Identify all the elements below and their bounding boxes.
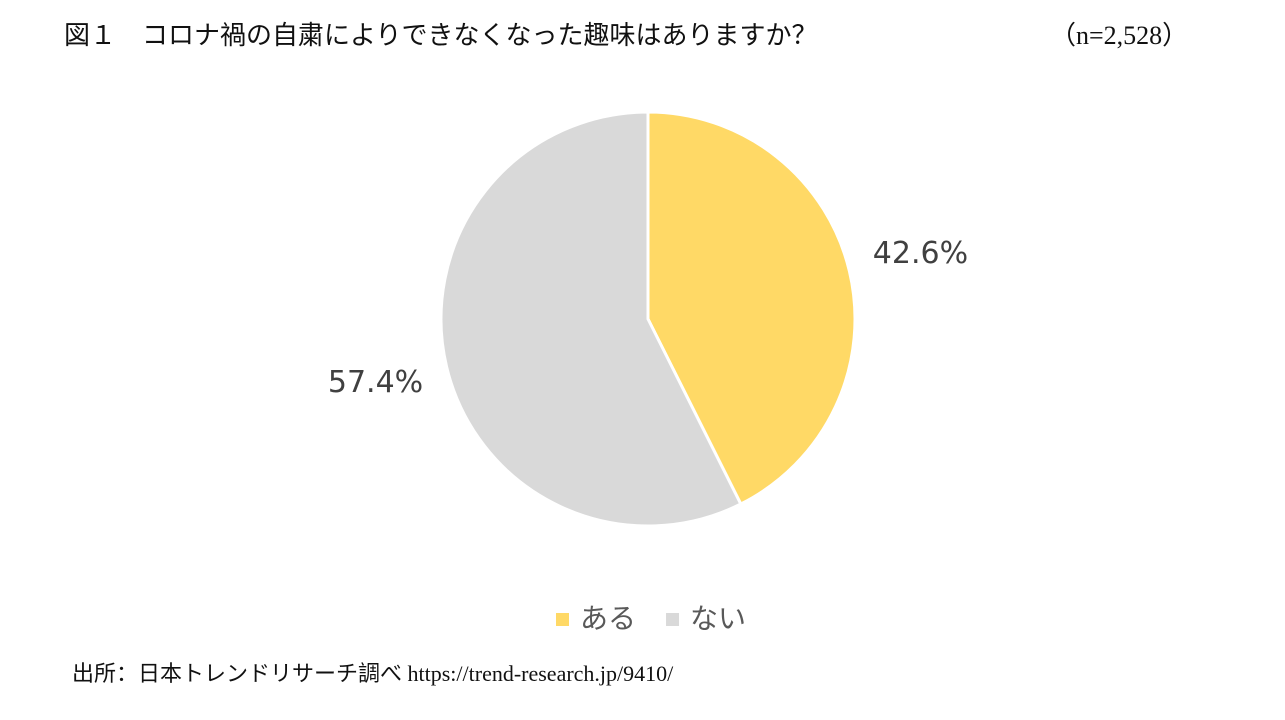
data-label: 57.4% (328, 365, 423, 400)
chart-subtitle: （n=2,528） (1050, 21, 1188, 50)
pie-slice (439, 110, 743, 528)
pie-slice (646, 110, 857, 507)
data-label: 42.6% (873, 236, 968, 271)
legend-label: ある (580, 602, 636, 635)
legend-swatch (556, 613, 569, 626)
legend-label: ない (690, 602, 746, 635)
chart-title: 図１ コロナ禍の自粛によりできなくなった趣味はありますか？ (64, 21, 817, 50)
legend-swatch (666, 613, 680, 626)
source-note: 出所：日本トレンドリサーチ調べ https://trend-research.j… (72, 661, 674, 686)
